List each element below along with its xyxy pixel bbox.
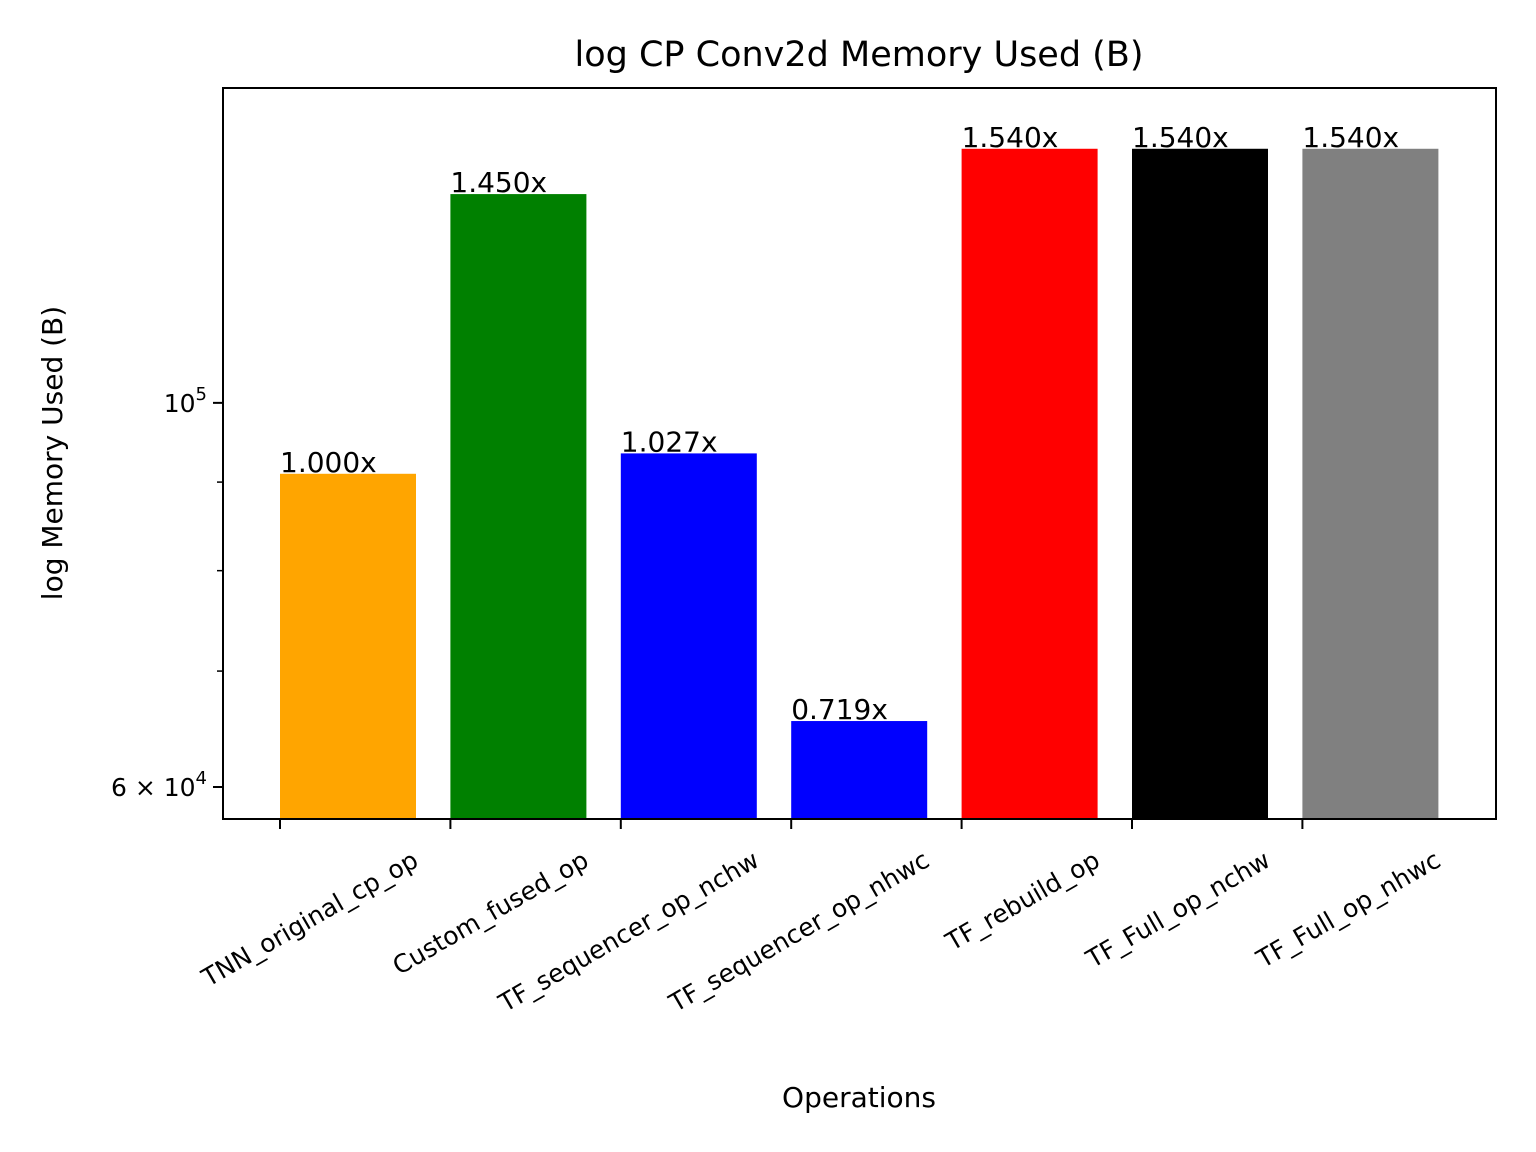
bars-group [280,148,1439,820]
bar-value-label: 1.540x [1302,121,1399,154]
y-axis-ticks: 105 6 × 104 [111,384,223,802]
bar-labels-group: 1.000x 1.450x 1.027x 0.719x 1.540x 1.540x 1.54… [280,121,1399,726]
bar-value-label: 1.027x [621,425,718,458]
x-tick-label: TF_rebuild_op [940,845,1105,957]
bar-TF_rebuild_op [961,148,1098,820]
y-tick-exponent: 5 [196,384,207,405]
bar-value-label: 1.540x [1132,121,1229,154]
plot-area-frame [222,87,1497,820]
bar-value-label: 1.540x [962,121,1059,154]
x-axis-label: Operations [782,1081,936,1114]
bar-TF_sequencer_op_nhwc [791,721,928,819]
x-tick-label: TF_Full_op_nchw [1080,845,1275,974]
bar-TF_Full_op_nchw [1132,148,1268,820]
y-tick-label: 6 × 104 [111,768,207,802]
bar-TF_Full_op_nhwc [1302,148,1439,820]
bar-TNN_original_cp_op [280,473,416,819]
x-tick-label: TNN_original_cp_op [196,845,423,993]
bar-value-label: 1.450x [450,166,547,199]
y-tick-mantissa: 6 × 10 [111,773,196,802]
y-tick-mantissa: 10 [164,389,196,418]
y-axis-label: log Memory Used (B) [36,306,69,600]
y-tick-exponent: 4 [196,768,207,789]
x-axis-ticks: TNN_original_cp_opCustom_fused_opTF_sequ… [196,819,1445,1018]
chart-title: log CP Conv2d Memory Used (B) [574,35,1143,75]
bar-value-label: 1.000x [280,446,377,479]
bar-TF_sequencer_op_nchw [620,453,757,819]
bar-Custom_fused_op [450,194,587,819]
bar-value-label: 0.719x [791,693,888,726]
x-tick-label: TF_Full_op_nhwc [1251,845,1446,974]
y-tick-label: 105 [164,384,207,418]
